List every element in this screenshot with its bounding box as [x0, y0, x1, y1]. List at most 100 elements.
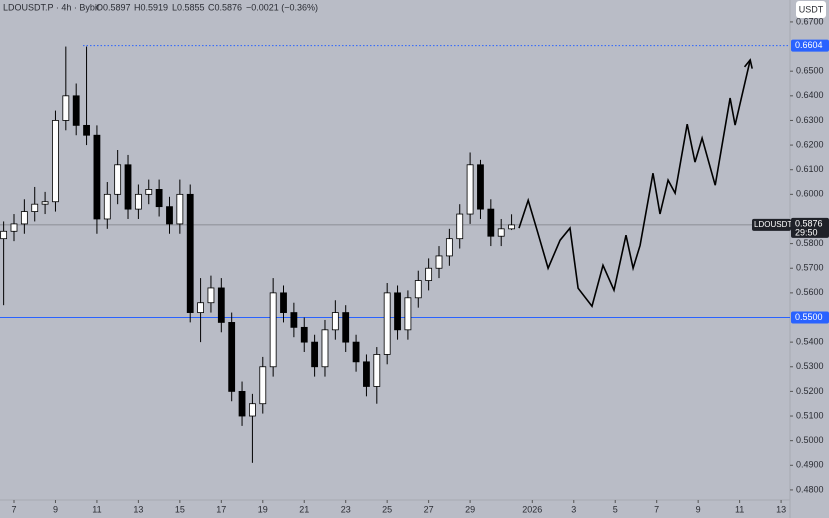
y-tick-label: 0.4800	[796, 484, 824, 494]
currency-button[interactable]	[796, 1, 826, 18]
header: LDOUSDT.P · 4h · Bybit O0.5897 H0.5919 L…	[3, 2, 318, 12]
y-tick-label: 0.6500	[796, 66, 824, 76]
candle-body	[238, 390, 246, 417]
candle-body	[72, 95, 80, 126]
y-tick-label: 0.6200	[796, 139, 824, 149]
candle-body	[497, 228, 505, 237]
candle-body	[62, 95, 70, 121]
candle-body	[93, 134, 101, 220]
y-tick-label: 0.5000	[796, 435, 824, 445]
change-value: −0.0021 (−0.36%)	[246, 2, 318, 12]
candle-body	[0, 230, 8, 240]
candle-body	[508, 224, 515, 230]
candle-body	[207, 287, 215, 304]
y-tick-label: 0.6000	[796, 189, 824, 199]
x-tick-label: 23	[341, 504, 351, 514]
price-label: 0.5876	[795, 218, 823, 228]
candle-body	[52, 120, 59, 203]
x-tick-label: 29	[465, 504, 475, 514]
candle-body	[10, 223, 18, 232]
y-tick-label: 0.5600	[796, 287, 824, 297]
candle-body	[321, 329, 329, 368]
high-value: H0.5919	[134, 2, 168, 12]
candle-body	[176, 193, 184, 225]
candle-body	[124, 164, 132, 210]
y-tick-label: 0.5300	[796, 361, 824, 371]
candle-body	[342, 312, 350, 343]
candle-body	[383, 292, 391, 355]
candle-body	[145, 189, 153, 195]
candle-body	[394, 292, 401, 331]
close-value: C0.5876	[208, 2, 242, 12]
candle-body	[331, 312, 339, 331]
x-tick-label: 2026	[522, 504, 542, 514]
y-tick-label: 0.6400	[796, 90, 824, 100]
candle-body	[363, 361, 370, 387]
candle-body	[103, 193, 111, 220]
y-tick-label: 0.6100	[796, 164, 824, 174]
x-tick-label: 19	[258, 504, 268, 514]
y-tick-label: 0.5700	[796, 263, 824, 273]
x-tick-label: 7	[11, 504, 16, 514]
symbol: LDOUSDT.P · 4h · Bybit	[3, 2, 100, 12]
candle-body	[414, 280, 422, 299]
price-label-box	[791, 217, 829, 238]
candle-body	[134, 193, 142, 210]
candle-body	[249, 403, 256, 417]
projection-arrow	[743, 58, 753, 69]
candle-body	[155, 189, 163, 208]
symbol-label-box	[752, 218, 791, 231]
candle-body	[435, 255, 443, 269]
candle-body	[290, 312, 298, 328]
x-tick-label: 13	[133, 504, 143, 514]
candle-body	[466, 164, 474, 215]
candle-body	[166, 206, 173, 225]
candle-body	[228, 322, 236, 392]
candle-body	[31, 203, 39, 212]
y-tick-label: 0.6300	[796, 115, 824, 125]
candle-body	[269, 292, 277, 368]
candle-body	[487, 208, 495, 237]
candle-body	[425, 267, 433, 281]
level-label: 0.6604	[795, 40, 823, 50]
candle-body	[186, 193, 194, 313]
candle-body	[404, 297, 412, 331]
projection-line	[518, 59, 751, 308]
candle-body	[41, 201, 49, 205]
candle-body	[352, 341, 360, 363]
level-label-box	[791, 39, 829, 52]
y-tick-label: 0.5800	[796, 238, 824, 248]
x-tick-label: 21	[299, 504, 309, 514]
x-tick-label: 17	[216, 504, 226, 514]
candle-body	[83, 124, 90, 136]
x-tick-label: 25	[382, 504, 392, 514]
currency-button-label[interactable]: USDT	[799, 4, 824, 14]
level-label: 0.5500	[795, 312, 823, 322]
candle-body	[217, 287, 225, 323]
x-tick-label: 9	[53, 504, 58, 514]
x-tick-label: 9	[696, 504, 701, 514]
y-tick-label: 0.5100	[796, 410, 824, 420]
candle-body	[373, 354, 381, 387]
candle-body	[456, 213, 464, 240]
x-tick-label: 7	[654, 504, 659, 514]
low-value: L0.5855	[172, 2, 205, 12]
x-tick-label: 5	[613, 504, 618, 514]
y-tick-label: 0.5200	[796, 386, 824, 396]
x-tick-label: 13	[776, 504, 786, 514]
x-tick-label: 3	[571, 504, 576, 514]
countdown-label: 29:50	[795, 227, 818, 237]
x-tick-label: 11	[735, 504, 744, 514]
candle-body	[197, 302, 204, 313]
y-tick-label: 0.4900	[796, 460, 824, 470]
open-value: O0.5897	[96, 2, 131, 12]
candle-body	[114, 164, 122, 195]
y-tick-label: 0.6700	[796, 16, 824, 26]
candle-body	[259, 366, 267, 405]
candle-body	[477, 164, 484, 210]
x-tick-label: 15	[175, 504, 185, 514]
y-tick-label: 0.5400	[796, 337, 824, 347]
candle-body	[445, 238, 453, 257]
